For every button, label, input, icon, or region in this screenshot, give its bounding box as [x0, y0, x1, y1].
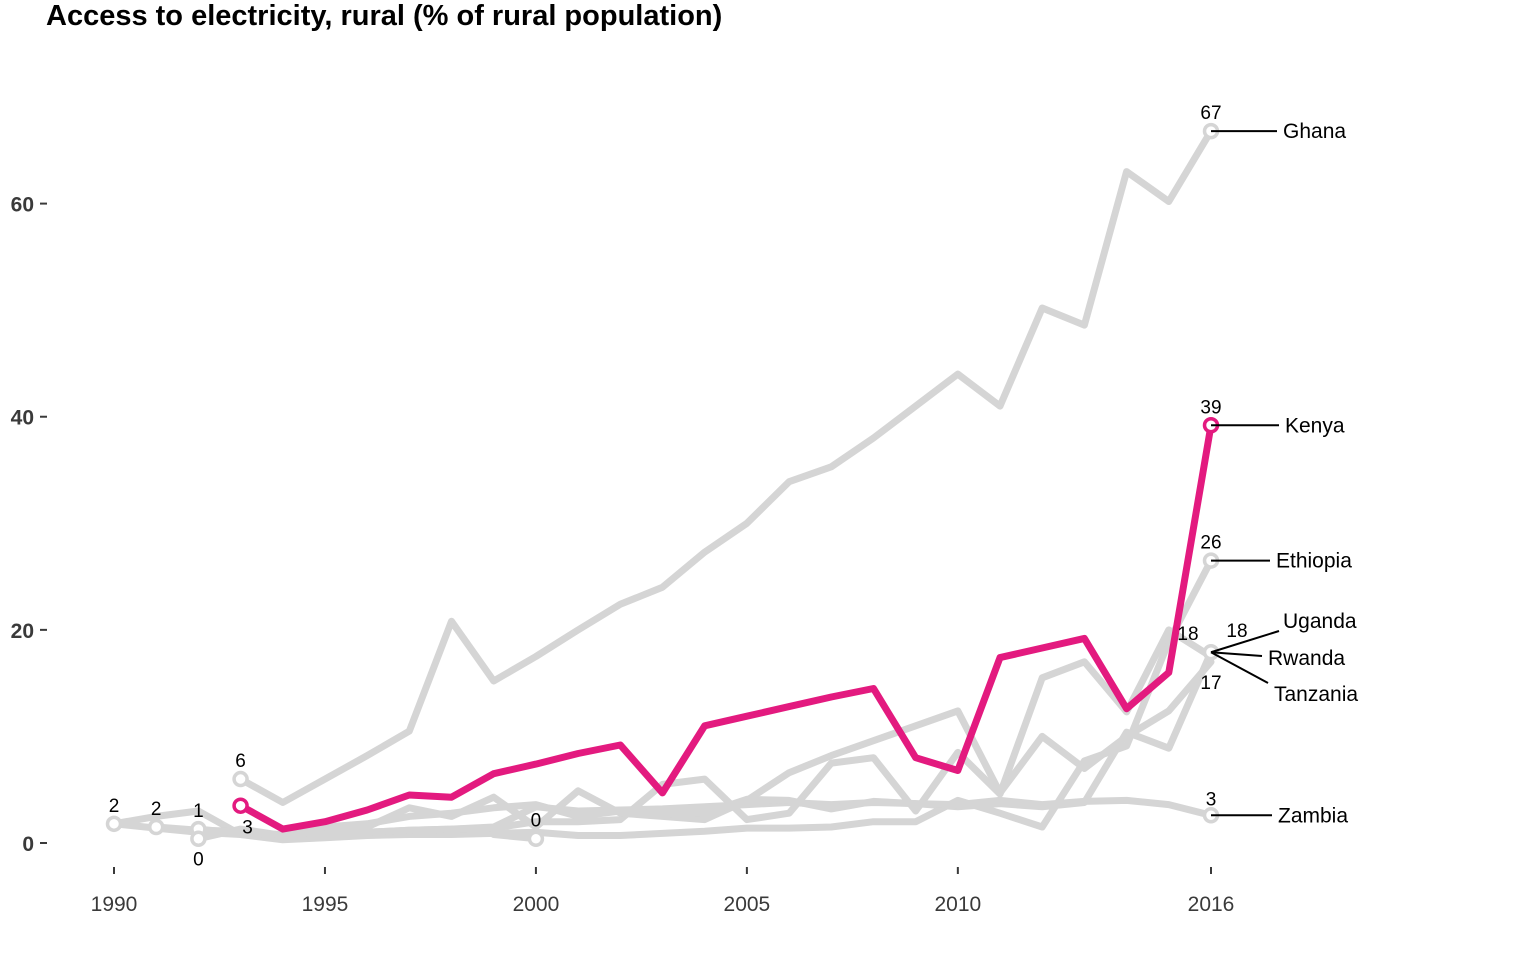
end-value-label-zambia: 3: [1206, 789, 1217, 810]
y-tick-label: 0: [22, 833, 34, 856]
end-value-label-kenya: 39: [1200, 397, 1221, 418]
start-point-label: 0: [531, 811, 542, 832]
start-point-marker: [147, 818, 165, 836]
y-axis: 0 20 40 60: [11, 194, 47, 856]
x-tick-label: 2000: [513, 893, 560, 916]
callout-leader-rwanda: [1210, 651, 1263, 657]
y-tick-label: 20: [11, 620, 34, 643]
y-tick-label: 40: [11, 407, 34, 430]
callout-label-tanzania: Tanzania: [1274, 683, 1358, 706]
highlighted-series-lines: [237, 421, 1215, 833]
x-tick-label: 2010: [934, 893, 981, 916]
start-point-label: 6: [235, 751, 246, 772]
value-labels: 2 2 1 0 6 3 0 67 39 26 18 18 17 3: [109, 103, 1248, 871]
country-callouts: Ghana Kenya Ethiopia Uganda Rwanda Tanzania Za…: [1210, 120, 1358, 827]
callout-label-ethiopia: Ethiopia: [1276, 550, 1352, 573]
callout-label-uganda: Uganda: [1283, 610, 1357, 633]
series-line-kenya: [237, 421, 1215, 833]
start-point-label: 2: [109, 796, 120, 817]
chart-title: Access to electricity, rural (% of rural…: [46, 0, 723, 32]
x-tick-label: 1995: [302, 893, 349, 916]
start-point-marker: [232, 770, 249, 788]
x-tick-label: 1990: [91, 893, 138, 916]
start-point-marker: [232, 797, 249, 814]
start-point-marker: [527, 830, 545, 847]
start-point-marker: [190, 830, 207, 847]
callout-leader-tanzania: [1210, 651, 1269, 684]
start-point-label: 1: [193, 801, 204, 822]
end-value-label-tanzania: 17: [1200, 673, 1221, 694]
series-line-zambia: [194, 795, 1215, 838]
start-point-label: 2: [151, 799, 162, 820]
callout-label-kenya: Kenya: [1285, 414, 1345, 437]
start-point-label: 3: [242, 818, 253, 839]
x-tick-label: 2005: [724, 893, 771, 916]
muted-series-lines: [110, 127, 1215, 844]
end-value-label-rwanda: 18: [1177, 624, 1198, 645]
callout-label-ghana: Ghana: [1283, 120, 1346, 143]
callout-label-zambia: Zambia: [1278, 804, 1348, 827]
y-tick-label: 60: [11, 194, 34, 217]
x-tick-label: 2016: [1188, 893, 1235, 916]
callout-leader-uganda: [1210, 630, 1280, 654]
x-axis: 1990 1995 2000 2005 2010 2016: [91, 867, 1235, 916]
point-markers: [105, 122, 1220, 847]
end-value-label-ghana: 67: [1200, 103, 1221, 124]
callout-label-rwanda: Rwanda: [1268, 647, 1345, 670]
start-point-label: 0: [193, 850, 204, 871]
end-value-label-ethiopia: 26: [1200, 533, 1221, 554]
start-point-marker: [105, 815, 123, 833]
series-line-uganda: [110, 648, 1215, 842]
series-line-ghana: [237, 127, 1215, 806]
end-value-label-uganda: 18: [1226, 621, 1247, 642]
